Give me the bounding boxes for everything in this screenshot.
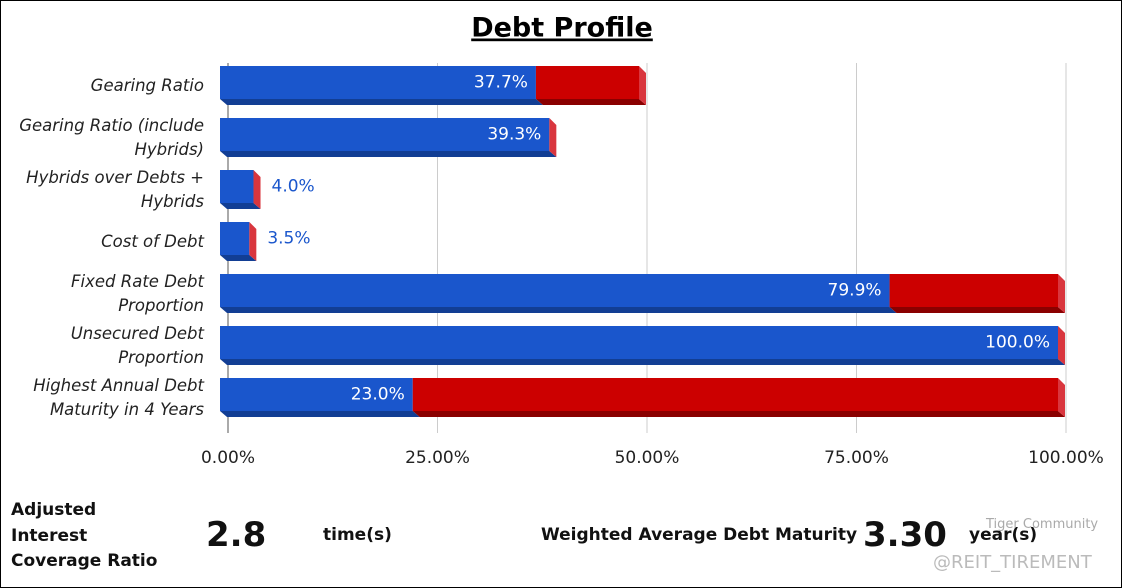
bar-side-face bbox=[1058, 378, 1065, 417]
bar-bottom-face bbox=[220, 255, 257, 261]
bar-segment bbox=[220, 66, 536, 99]
bar-bottom-face bbox=[220, 411, 420, 417]
x-tick-label: 75.00% bbox=[824, 448, 889, 468]
bar-side-face bbox=[639, 66, 646, 105]
bar-segment bbox=[220, 222, 250, 255]
bar-bottom-face bbox=[220, 151, 557, 157]
bar-segment bbox=[220, 274, 890, 307]
bar-bottom-face bbox=[220, 203, 261, 209]
value-label: 100.0% bbox=[985, 333, 1050, 353]
bar-side-face bbox=[1058, 326, 1065, 365]
y-tick-label: Cost of Debt bbox=[101, 232, 204, 251]
bar-segment bbox=[220, 118, 550, 151]
bar-segment bbox=[412, 378, 1058, 411]
y-tick-label: Gearing Ratio (include Hybrids) bbox=[19, 116, 204, 159]
value-label: 3.5% bbox=[267, 229, 310, 249]
y-tick-label: Hybrids over Debts + Hybrids bbox=[26, 168, 204, 211]
bar-bottom-face bbox=[535, 99, 646, 105]
bar-side-face bbox=[549, 118, 557, 157]
bar-side-face bbox=[253, 170, 261, 209]
bar-segment bbox=[889, 274, 1058, 307]
watermark-handle: @REIT_TIREMENT bbox=[933, 552, 1092, 573]
value-label: 39.3% bbox=[487, 125, 541, 145]
watermark-brand: Tiger Community bbox=[986, 517, 1099, 532]
bar-bottom-face bbox=[220, 99, 543, 105]
maturity-unit: year(s) bbox=[969, 525, 1038, 545]
maturity-value: 3.30 bbox=[863, 515, 947, 555]
coverage-unit: time(s) bbox=[323, 525, 392, 545]
y-tick-label: Unsecured Debt Proportion bbox=[70, 324, 204, 367]
bar-segment bbox=[220, 326, 1058, 359]
bar-side-face bbox=[1058, 274, 1065, 313]
bar-segment bbox=[220, 170, 254, 203]
x-tick-label: 0.00% bbox=[201, 448, 255, 468]
coverage-value: 2.8 bbox=[206, 515, 267, 555]
maturity-label: Weighted Average Debt Maturity bbox=[541, 525, 858, 545]
value-label: 4.0% bbox=[272, 177, 315, 197]
bar-bottom-face bbox=[889, 307, 1065, 313]
x-tick-label: 100.00% bbox=[1028, 448, 1104, 468]
x-tick-label: 25.00% bbox=[405, 448, 470, 468]
chart-title: Debt Profile bbox=[471, 13, 653, 44]
bar-segment bbox=[220, 378, 413, 411]
bar-bottom-face bbox=[220, 359, 1065, 365]
bar-bottom-face bbox=[220, 307, 897, 313]
value-label: 23.0% bbox=[351, 385, 405, 405]
bar-segment bbox=[535, 66, 639, 99]
coverage-label: Adjusted Interest Coverage Ratio bbox=[11, 500, 158, 571]
bar-side-face bbox=[249, 222, 257, 261]
bar-bottom-face bbox=[412, 411, 1065, 417]
y-tick-label: Gearing Ratio bbox=[90, 76, 204, 95]
x-tick-label: 50.00% bbox=[615, 448, 680, 468]
value-label: 37.7% bbox=[474, 73, 528, 93]
value-label: 79.9% bbox=[828, 281, 882, 301]
y-tick-label: Highest Annual Debt Maturity in 4 Years bbox=[33, 376, 204, 419]
y-tick-label: Fixed Rate Debt Proportion bbox=[71, 272, 204, 315]
